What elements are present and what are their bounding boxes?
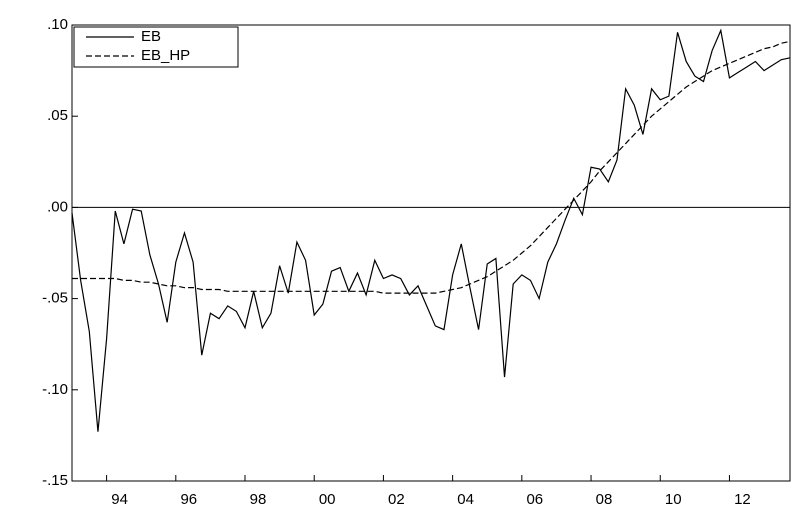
x-tick-label: 12: [734, 491, 751, 508]
y-tick-label: -.05: [42, 290, 68, 307]
y-tick-label: .10: [47, 16, 68, 33]
x-tick-label: 00: [319, 491, 336, 508]
y-tick-label: .00: [47, 198, 68, 215]
legend-label: EB: [141, 28, 161, 45]
legend-box: [73, 26, 239, 68]
plot-frame: [71, 24, 791, 482]
x-tick-label: 96: [180, 491, 197, 508]
legend-label: EB_HP: [141, 47, 190, 64]
x-tick-label: 06: [526, 491, 543, 508]
x-tick-label: 94: [111, 491, 128, 508]
x-tick-label: 08: [596, 491, 613, 508]
series-line: [72, 40, 791, 294]
x-tick-label: 04: [457, 491, 474, 508]
series-line: [71, 28, 791, 432]
y-tick-label: .05: [47, 107, 68, 124]
x-tick-label: 10: [665, 491, 682, 508]
y-tick-label: -.15: [42, 472, 68, 489]
y-tick-label: -.10: [42, 381, 68, 398]
x-tick-label: 02: [388, 491, 405, 508]
x-tick-label: 98: [250, 491, 267, 508]
